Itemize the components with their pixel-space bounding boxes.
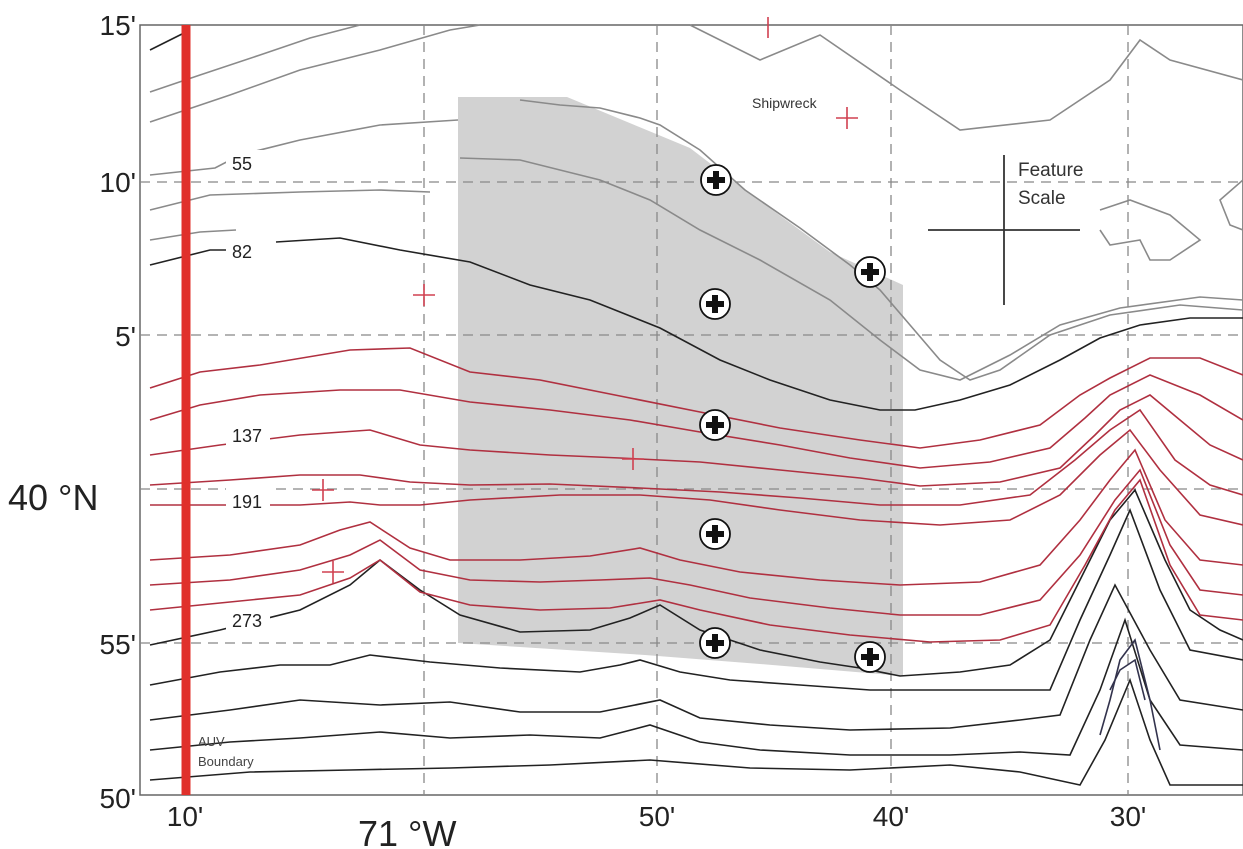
feature-scale-label: Scale <box>1018 188 1066 209</box>
feature-scale-icon <box>928 155 1080 305</box>
site-marker-icon <box>699 627 731 659</box>
latitude-ticks: 15' 10' 5' 55' 50' <box>100 10 137 814</box>
lon-tick-label: 50' <box>639 801 676 832</box>
lat-tick-label: 15' <box>100 10 137 41</box>
shipwreck-label: Shipwreck <box>752 95 818 111</box>
latitude-axis-label: 40 °N <box>8 477 98 518</box>
site-marker-icon <box>854 256 886 288</box>
auv-boundary-label: Boundary <box>198 754 254 769</box>
lat-tick-label: 55' <box>100 629 137 660</box>
feature-scale-label: Feature <box>1018 160 1083 181</box>
auv-boundary-label: AUV <box>198 734 225 749</box>
longitude-ticks: 10' 50' 40' 30' <box>167 801 1147 832</box>
site-marker-icon <box>699 409 731 441</box>
contour-label: 191 <box>232 492 262 512</box>
red-cross-markers <box>312 17 858 583</box>
contour-label: 55 <box>232 154 252 174</box>
lat-tick-label: 10' <box>100 167 137 198</box>
lon-tick-label: 10' <box>167 801 204 832</box>
lat-tick-label: 50' <box>100 783 137 814</box>
site-marker-icon <box>699 518 731 550</box>
contour-labels: 55 82 137 191 273 <box>226 150 270 633</box>
contour-label: 137 <box>232 426 262 446</box>
site-marker-icon <box>854 641 886 673</box>
contour-label: 82 <box>232 242 252 262</box>
graticule <box>140 25 1243 795</box>
lon-tick-label: 30' <box>1110 801 1147 832</box>
lon-tick-label: 40' <box>873 801 910 832</box>
lat-tick-label: 5' <box>115 321 136 352</box>
site-marker-icon <box>700 164 732 196</box>
contour-label: 273 <box>232 611 262 631</box>
survey-area-shading <box>458 97 903 676</box>
site-marker-icon <box>699 288 731 320</box>
survey-site-markers <box>699 164 886 673</box>
longitude-axis-label: 71 °W <box>358 813 456 849</box>
